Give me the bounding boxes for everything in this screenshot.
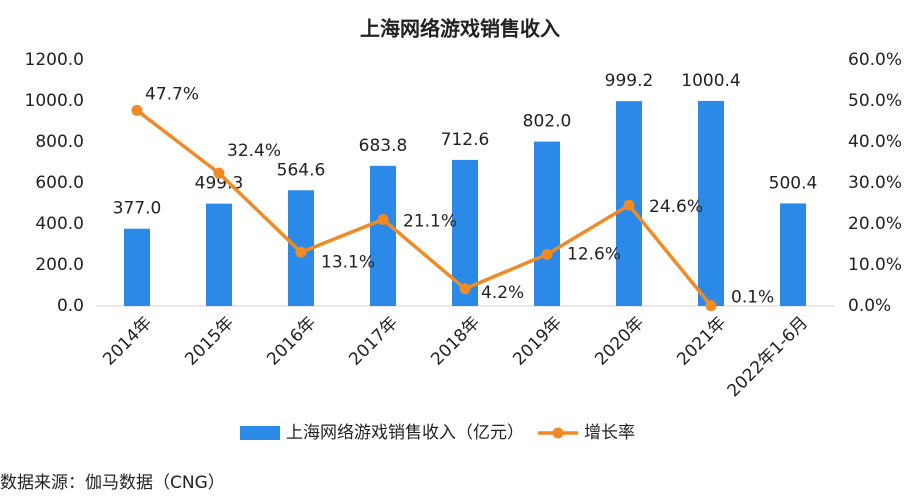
y2-tick-label: 60.0% [848,50,902,70]
bar [370,165,396,306]
line-point [705,300,717,312]
line-point [295,246,307,258]
line-value-label: 21.1% [403,211,457,231]
legend-swatch [240,426,280,440]
bar-value-label: 1000.4 [681,71,740,91]
source-note: 数据来源：伽马数据（CNG） [0,473,225,493]
bar [534,141,560,306]
bar-value-label: 499.3 [195,174,244,194]
bar-value-label: 999.2 [605,71,654,91]
x-tick-label: 2022年1-6月 [724,313,812,401]
bar-value-label: 683.8 [359,136,408,156]
x-tick-label: 2015年 [181,313,238,370]
line-point [541,248,553,260]
y-tick-label: 400.0 [35,214,84,234]
x-tick-label: 2014年 [99,313,156,370]
bar-value-label: 500.4 [769,173,818,193]
y2-tick-label: 40.0% [848,132,902,152]
bar-value-label: 802.0 [523,112,572,132]
line [135,109,713,307]
x-tick-label: 2017年 [345,313,402,370]
line-value-label: 24.6% [649,197,703,217]
y-tick-label: 0.0 [57,296,84,316]
line-value-label: 47.7% [145,84,199,104]
legend-swatch-marker [552,427,564,439]
line-point [131,104,143,116]
legend-label: 增长率 [584,423,635,443]
x-tick-label: 2020年 [591,313,648,370]
legend-label: 上海网络游戏销售收入（亿元） [286,423,524,443]
bar [124,228,150,306]
y-tick-label: 1200.0 [25,50,84,70]
y2-tick-label: 30.0% [848,173,902,193]
y-tick-label: 1000.0 [25,91,84,111]
y-tick-label: 800.0 [35,132,84,152]
bar-value-label: 564.6 [277,160,326,180]
line-value-label: 13.1% [321,252,375,272]
bar-value-label: 712.6 [441,130,490,150]
line-point [623,199,635,211]
bar-value-label: 377.0 [113,199,162,219]
bar [780,203,806,306]
y2-tick-label: 10.0% [848,255,902,275]
chart-title: 上海网络游戏销售收入 [360,17,560,41]
bar [206,203,232,306]
x-tick-label: 2016年 [263,313,320,370]
x-tick-label: 2018年 [427,313,484,370]
line-point [377,213,389,225]
line-point [459,283,471,295]
line-value-label: 32.4% [227,141,281,161]
bar [698,100,724,306]
line-value-label: 4.2% [481,283,524,303]
y-tick-label: 200.0 [35,255,84,275]
y2-tick-label: 20.0% [848,214,902,234]
line-value-label: 12.6% [567,244,621,264]
line-point [213,167,225,179]
y2-tick-label: 0.0% [848,296,891,316]
y-tick-label: 600.0 [35,173,84,193]
x-tick-label: 2021年 [673,313,730,370]
y2-tick-label: 50.0% [848,91,902,111]
x-tick-label: 2019年 [509,313,566,370]
line-value-label: 0.1% [731,288,774,308]
